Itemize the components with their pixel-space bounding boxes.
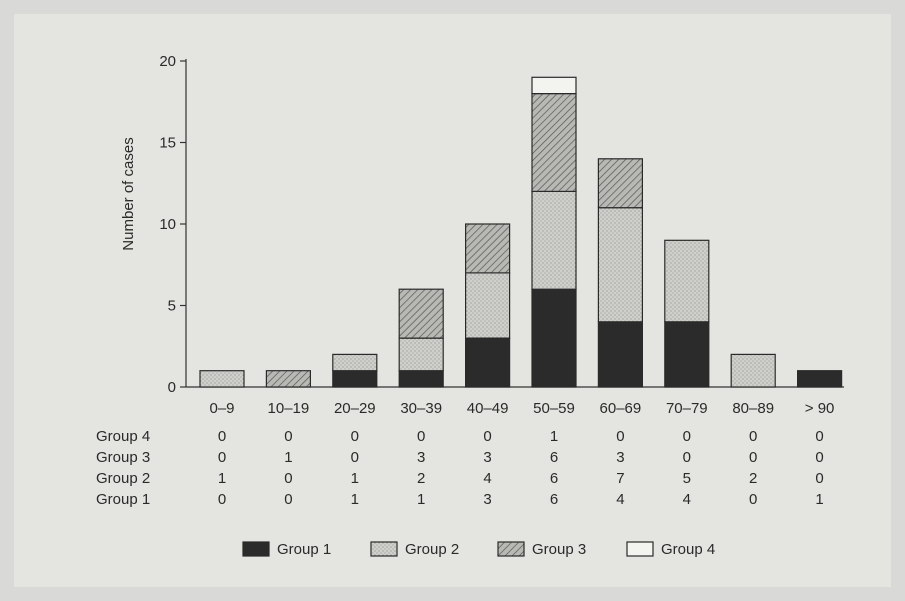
table-cell: 1 bbox=[351, 491, 359, 508]
bar-group-1 bbox=[465, 337, 511, 388]
bar-group-1 bbox=[664, 321, 710, 388]
legend-label: Group 3 bbox=[532, 541, 586, 558]
table-cell: 0 bbox=[284, 428, 292, 445]
table-cell: 0 bbox=[218, 491, 226, 508]
bar-group-2 bbox=[664, 239, 710, 323]
table-cell: 6 bbox=[550, 491, 558, 508]
x-tick-label: 80–89 bbox=[732, 400, 774, 417]
legend-swatch bbox=[626, 541, 654, 557]
table-cell: 1 bbox=[351, 470, 359, 487]
table-cell: 0 bbox=[749, 428, 757, 445]
table-row-label: Group 3 bbox=[96, 449, 150, 466]
bar-group-3 bbox=[465, 223, 511, 274]
y-tick-label: 5 bbox=[168, 298, 176, 315]
table-cell: 2 bbox=[417, 470, 425, 487]
x-tick-label: > 90 bbox=[805, 400, 835, 417]
table-cell: 0 bbox=[616, 428, 624, 445]
bar-group-1 bbox=[796, 370, 843, 388]
x-tick-label: 60–69 bbox=[600, 400, 642, 417]
bar-group-1 bbox=[531, 288, 577, 388]
x-tick-label: 20–29 bbox=[334, 400, 376, 417]
bar-group-2 bbox=[465, 272, 511, 339]
data-table: Group 4 0 0 0 0 0 1 0 0 0 0 Group 3 0 1 0 3 3 6 3 0 0 0 Group … bbox=[96, 428, 824, 508]
x-tick-label: 40–49 bbox=[467, 400, 509, 417]
table-cell: 3 bbox=[483, 449, 491, 466]
legend-swatch bbox=[497, 541, 525, 557]
bar-group-2 bbox=[531, 190, 577, 290]
table-cell: 0 bbox=[683, 428, 691, 445]
legend-label: Group 4 bbox=[661, 541, 715, 558]
x-tick-label: 10–19 bbox=[268, 400, 310, 417]
y-tick-label: 0 bbox=[168, 379, 176, 396]
table-cell: 1 bbox=[550, 428, 558, 445]
table-cell: 3 bbox=[417, 449, 425, 466]
table-cell: 0 bbox=[284, 470, 292, 487]
bar-group-2 bbox=[199, 370, 245, 388]
y-tick-label: 10 bbox=[159, 216, 176, 233]
y-tick-label: 20 bbox=[159, 53, 176, 70]
bar-group-3 bbox=[398, 288, 444, 339]
table-cell: 0 bbox=[351, 428, 359, 445]
table-cell: 6 bbox=[550, 449, 558, 466]
legend-label: Group 1 bbox=[277, 541, 331, 558]
table-cell: 1 bbox=[815, 491, 823, 508]
bar-group-1 bbox=[332, 370, 378, 388]
table-row-label: Group 2 bbox=[96, 470, 150, 487]
table-cell: 7 bbox=[616, 470, 624, 487]
table-cell: 4 bbox=[483, 470, 491, 487]
bar-group-1 bbox=[398, 370, 444, 388]
x-tick-labels: 0–9 10–19 20–29 30–39 40–49 50–59 60–69 70–79 80… bbox=[209, 400, 834, 417]
table-cell: 0 bbox=[218, 449, 226, 466]
table-cell: 2 bbox=[749, 470, 757, 487]
table-cell: 0 bbox=[417, 428, 425, 445]
table-cell: 0 bbox=[483, 428, 491, 445]
bar-group-3 bbox=[265, 370, 311, 388]
table-cell: 1 bbox=[218, 470, 226, 487]
table-cell: 1 bbox=[417, 491, 425, 508]
table-cell: 5 bbox=[683, 470, 691, 487]
table-cell: 3 bbox=[483, 491, 491, 508]
legend-swatch bbox=[242, 541, 270, 557]
x-tick-label: 70–79 bbox=[666, 400, 708, 417]
table-cell: 1 bbox=[284, 449, 292, 466]
table-cell: 0 bbox=[749, 449, 757, 466]
table-cell: 4 bbox=[683, 491, 691, 508]
table-cell: 0 bbox=[683, 449, 691, 466]
x-tick-label: 50–59 bbox=[533, 400, 575, 417]
bar-group-4 bbox=[531, 76, 577, 95]
bars bbox=[199, 76, 843, 388]
table-cell: 0 bbox=[218, 428, 226, 445]
table-cell: 0 bbox=[284, 491, 292, 508]
table-cell: 6 bbox=[550, 470, 558, 487]
table-cell: 0 bbox=[815, 428, 823, 445]
legend: Group 1 Group 2 Group 3 Group 4 bbox=[242, 541, 715, 558]
table-row-label: Group 1 bbox=[96, 491, 150, 508]
bar-group-2 bbox=[398, 337, 444, 372]
legend-swatch bbox=[370, 541, 398, 557]
bar-group-2 bbox=[597, 207, 644, 323]
bar-group-3 bbox=[597, 158, 644, 209]
table-cell: 4 bbox=[616, 491, 624, 508]
table-row-label: Group 4 bbox=[96, 428, 150, 445]
table-cell: 3 bbox=[616, 449, 624, 466]
table-cell: 0 bbox=[815, 449, 823, 466]
legend-label: Group 2 bbox=[405, 541, 459, 558]
bar-group-2 bbox=[332, 353, 378, 372]
y-tick-label: 15 bbox=[159, 135, 176, 152]
bar-group-1 bbox=[597, 321, 644, 388]
table-cell: 0 bbox=[749, 491, 757, 508]
x-tick-label: 0–9 bbox=[209, 400, 234, 417]
bar-group-3 bbox=[531, 92, 577, 193]
chart-figure: 0 5 10 15 20 0–9 10–19 20–29 30–39 40–49 50–59 60–… bbox=[14, 14, 891, 587]
table-cell: 0 bbox=[351, 449, 359, 466]
x-tick-label: 30–39 bbox=[400, 400, 442, 417]
y-axis-label: Number of cases bbox=[120, 137, 137, 250]
table-cell: 0 bbox=[815, 470, 823, 487]
bar-group-2 bbox=[730, 353, 776, 388]
